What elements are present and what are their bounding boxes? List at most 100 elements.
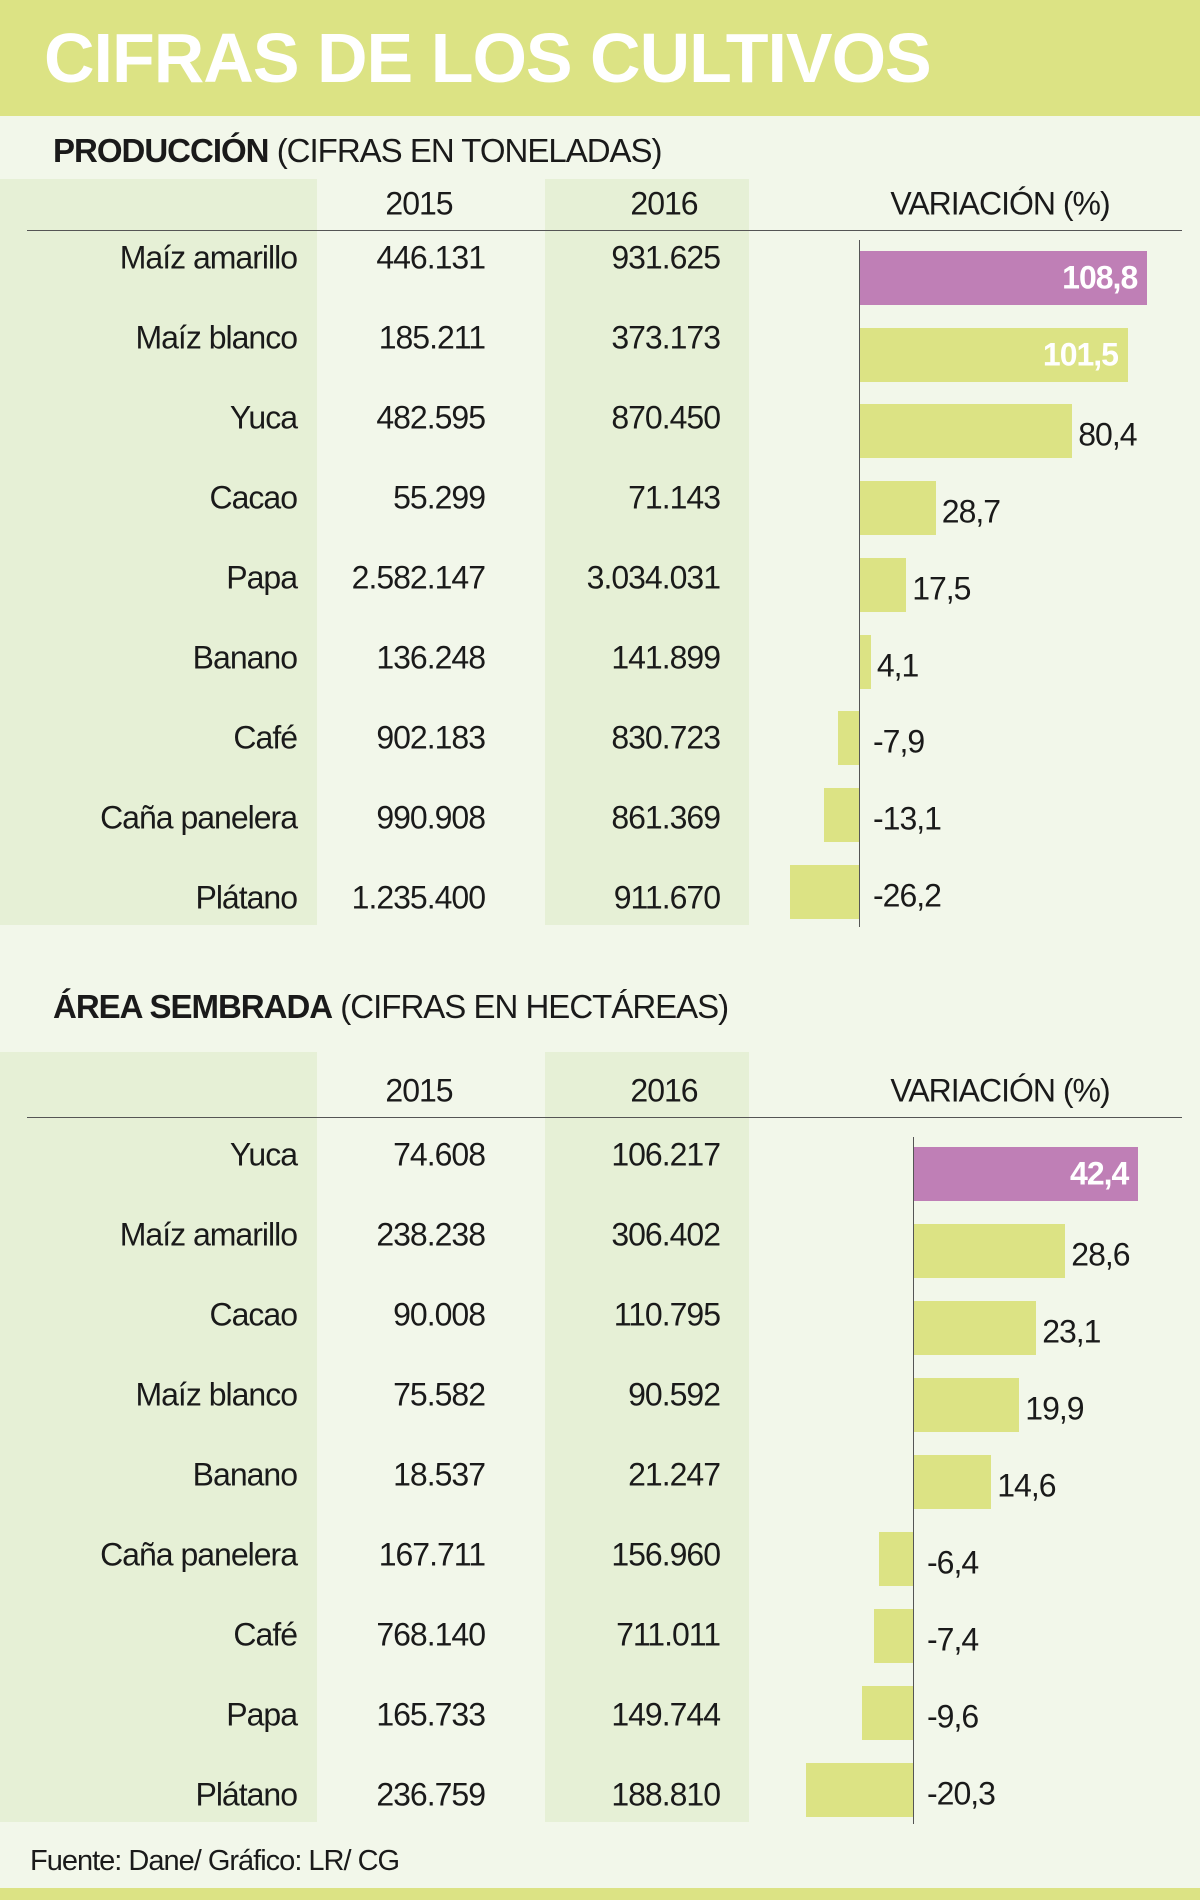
column-2016-shade: [545, 179, 749, 925]
source-note: Fuente: Dane/ Gráfico: LR/ CG: [30, 1845, 400, 1877]
section-title: PRODUCCIÓN (CIFRAS EN TONELADAS): [53, 132, 663, 170]
column-2016-shade: [545, 1052, 749, 1822]
footer-band: [0, 1888, 1200, 1900]
header-band: [0, 0, 1200, 116]
row-label: Plátano: [195, 879, 298, 916]
value-2015: 136.248: [376, 639, 486, 676]
value-2015: 185.211: [378, 319, 486, 356]
variation-bar: [838, 711, 859, 766]
value-2015: 236.759: [376, 1776, 486, 1813]
variation-label: 28,6: [1071, 1236, 1130, 1273]
variation-label: 108,8: [1062, 259, 1138, 296]
variation-label: 28,7: [941, 493, 1001, 530]
variation-bar: [860, 557, 907, 612]
value-2016: 931.625: [611, 239, 721, 276]
variation-label: 23,1: [1042, 1313, 1101, 1350]
value-2015: 902.183: [376, 719, 486, 756]
value-2015: 2.582.147: [351, 559, 486, 596]
column-header: 2016: [630, 1072, 698, 1109]
column-header: VARIACIÓN (%): [890, 185, 1110, 222]
variation-bar: [914, 1224, 1066, 1278]
row-label: Plátano: [195, 1776, 298, 1813]
row-label: Cacao: [209, 479, 298, 516]
page-title: CIFRAS DE LOS CULTIVOS: [44, 19, 932, 97]
zero-axis: [859, 240, 860, 927]
column-header: 2015: [385, 185, 453, 222]
value-2016: 870.450: [611, 399, 721, 436]
column-header: 2016: [630, 185, 698, 222]
row-label: Café: [233, 719, 298, 756]
row-label: Maíz blanco: [135, 1376, 298, 1413]
value-2016: 188.810: [611, 1776, 721, 1813]
value-2015: 482.595: [376, 399, 486, 436]
value-2015: 167.711: [378, 1536, 486, 1573]
row-label: Papa: [226, 1696, 298, 1733]
column-header: VARIACIÓN (%): [890, 1072, 1110, 1109]
value-2015: 238.238: [376, 1216, 486, 1253]
variation-bar: [805, 1763, 913, 1817]
variation-label: -7,9: [873, 723, 925, 760]
variation-bar: [824, 787, 859, 842]
section-subtitle: (CIFRAS EN TONELADAS): [276, 132, 663, 169]
variation-bar: [914, 1455, 992, 1509]
row-label: Maíz blanco: [135, 319, 298, 356]
variation-bar: [860, 327, 1128, 382]
value-2016: 3.034.031: [586, 559, 721, 596]
row-label: Caña panelera: [100, 1536, 298, 1573]
variation-label: -9,6: [927, 1698, 979, 1735]
variation-bar: [860, 634, 871, 689]
variation-bar: [862, 1686, 913, 1740]
row-label: Yuca: [229, 399, 298, 436]
variation-label: 14,6: [997, 1467, 1056, 1504]
zero-axis: [913, 1137, 914, 1824]
variation-bar: [914, 1378, 1020, 1432]
section-title: ÁREA SEMBRADA (CIFRAS EN HECTÁREAS): [53, 988, 729, 1026]
value-2015: 768.140: [376, 1616, 486, 1653]
column-header: 2015: [385, 1072, 453, 1109]
value-2016: 90.592: [628, 1376, 721, 1413]
row-label: Yuca: [229, 1136, 298, 1173]
variation-label: -20,3: [927, 1775, 996, 1812]
value-2015: 18.537: [393, 1456, 486, 1493]
value-2016: 911.670: [613, 879, 721, 916]
row-label: Banano: [192, 1456, 298, 1493]
value-2016: 830.723: [611, 719, 721, 756]
value-2016: 711.011: [616, 1616, 721, 1653]
value-2016: 141.899: [611, 639, 721, 676]
value-2015: 75.582: [393, 1376, 486, 1413]
value-2015: 446.131: [376, 239, 486, 276]
value-2016: 149.744: [611, 1696, 721, 1733]
variation-label: -13,1: [873, 800, 942, 837]
row-label: Papa: [226, 559, 298, 596]
variation-label: 101,5: [1042, 336, 1119, 373]
row-label: Maíz amarillo: [119, 1216, 298, 1253]
variation-bar: [914, 1147, 1139, 1201]
row-label: Café: [233, 1616, 298, 1653]
variation-bar: [873, 1609, 913, 1663]
value-2016: 861.369: [611, 799, 721, 836]
variation-bar: [789, 864, 859, 919]
variation-label: -6,4: [927, 1544, 979, 1581]
value-2015: 165.733: [376, 1696, 486, 1733]
value-2016: 110.795: [613, 1296, 721, 1333]
variation-label: 4,1: [876, 647, 919, 683]
row-label: Maíz amarillo: [119, 239, 298, 276]
variation-label: -7,4: [927, 1621, 979, 1658]
section-title-main: PRODUCCIÓN: [53, 132, 270, 169]
label-column-shade: [0, 1052, 317, 1822]
variation-label: 17,5: [912, 570, 971, 607]
variation-bar: [860, 251, 1148, 305]
row-label: Cacao: [209, 1296, 298, 1333]
variation-bar: [860, 404, 1073, 459]
row-label: Banano: [192, 639, 298, 676]
variation-label: 19,9: [1025, 1390, 1084, 1427]
value-2015: 990.908: [376, 799, 486, 836]
section-title-main: ÁREA SEMBRADA: [53, 988, 333, 1025]
variation-bar: [914, 1301, 1037, 1355]
value-2015: 55.299: [393, 479, 486, 516]
value-2016: 71.143: [628, 479, 721, 516]
header-rule: [27, 230, 1182, 231]
value-2016: 106.217: [611, 1136, 721, 1173]
label-column-shade: [0, 179, 317, 925]
variation-bar: [879, 1532, 913, 1586]
